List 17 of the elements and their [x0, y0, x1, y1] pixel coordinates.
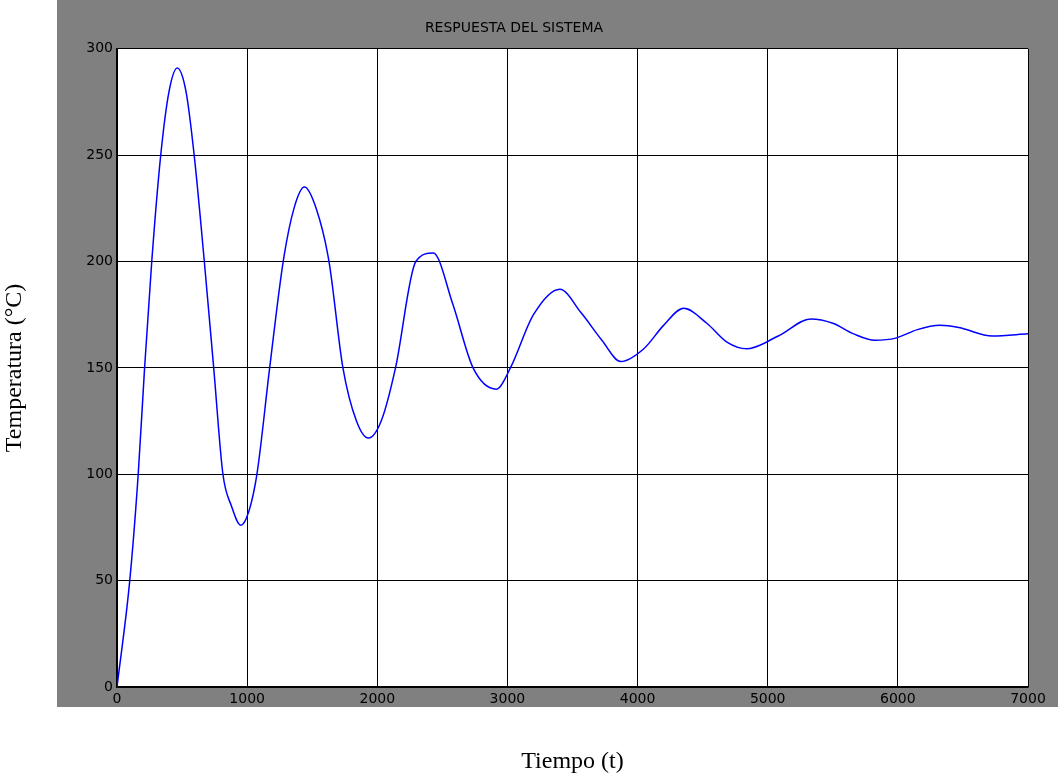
x-axis-title: Tiempo (t): [521, 746, 624, 773]
x-tick-label: 1000: [229, 690, 265, 707]
x-tick-label: 5000: [749, 690, 786, 707]
y-tick-label: 100: [86, 464, 113, 481]
x-tick-label: 2000: [359, 690, 396, 707]
y-tick-label: 250: [86, 145, 113, 162]
x-tick-label: 6000: [880, 690, 916, 707]
y-tick-label: 0: [104, 677, 113, 694]
x-tick-label: 4000: [619, 690, 656, 707]
y-tick-label: 150: [86, 358, 113, 375]
x-tick-label: 3000: [489, 690, 526, 707]
x-tick-label: 7000: [1010, 690, 1046, 707]
y-tick-label: 300: [86, 39, 113, 56]
y-tick-label: 50: [95, 571, 113, 588]
chart-title: RESPUESTA DEL SISTEMA: [424, 19, 604, 36]
y-tick-label: 200: [86, 252, 113, 269]
y-axis-title: Temperatura (°C): [0, 283, 26, 453]
